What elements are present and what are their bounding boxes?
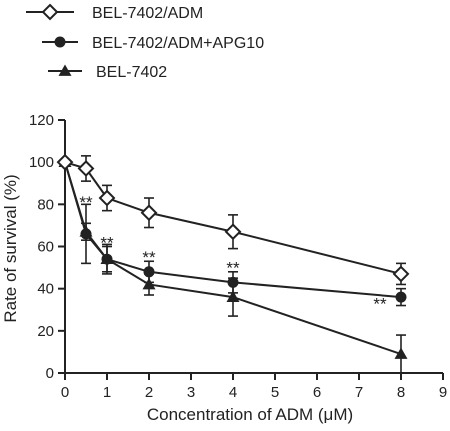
y-tick-label: 40 [37,281,54,298]
legend: BEL-7402/ADM BEL-7402/ADM+APG10 BEL-7402 [26,3,264,81]
circle-marker [395,291,407,303]
axes: 0 20 40 60 80 100 120 0 1 2 3 4 5 6 7 8 9 Concentration o… [1,112,447,424]
diamond-marker [56,153,74,171]
x-tick-label: 7 [355,384,363,401]
x-tick-label: 4 [229,384,237,401]
diamond-marker [392,265,410,283]
diamond-marker [98,189,116,207]
series-open-diamond [56,153,410,286]
triangle-marker [394,347,408,359]
series-filled-circle [59,156,407,307]
legend-item: BEL-7402/ADM+APG10 [42,35,264,52]
y-tick-label: 60 [37,239,54,256]
legend-label: BEL-7402/ADM [92,5,203,22]
x-tick-label: 2 [145,384,153,401]
legend-item: BEL-7402 [48,64,167,81]
y-tick-label: 80 [37,196,54,213]
x-tick-label: 8 [397,384,405,401]
diamond-marker [77,160,95,177]
legend-label: BEL-7402 [96,64,167,81]
circle-marker [54,36,66,48]
annotation-layer: ** ** ** ** ** [79,193,387,313]
x-tick-label: 9 [439,384,447,401]
triangle-marker [58,64,72,76]
x-tick-label: 1 [103,384,111,401]
series-line [64,161,402,299]
significance-label: ** [79,193,93,212]
significance-label: ** [142,248,156,267]
x-tick-label: 6 [313,384,321,401]
y-tick-label: 20 [37,323,54,340]
significance-label: ** [100,233,114,252]
series-layer [56,153,410,374]
circle-marker [80,228,92,240]
diamond-marker [224,223,242,241]
circle-marker [227,276,239,288]
circle-marker [101,253,113,265]
triangle-marker [142,277,156,290]
diamond-marker [140,204,158,222]
diamond-marker [41,3,59,21]
significance-label: ** [226,259,240,278]
significance-label: ** [373,294,387,313]
x-tick-label: 3 [187,384,195,401]
legend-item: BEL-7402/ADM [26,3,203,22]
y-tick-label: 100 [29,154,54,171]
legend-label: BEL-7402/ADM+APG10 [92,35,264,52]
y-tick-label: 0 [46,365,54,382]
circle-marker [143,266,155,278]
x-tick-label: 0 [61,384,69,401]
triangle-marker [226,290,240,302]
y-axis-label: Rate of survival (%) [1,174,20,322]
x-tick-label: 5 [271,384,279,401]
x-axis-label: Concentration of ADM (μM) [147,405,353,424]
y-tick-label: 120 [29,112,54,129]
